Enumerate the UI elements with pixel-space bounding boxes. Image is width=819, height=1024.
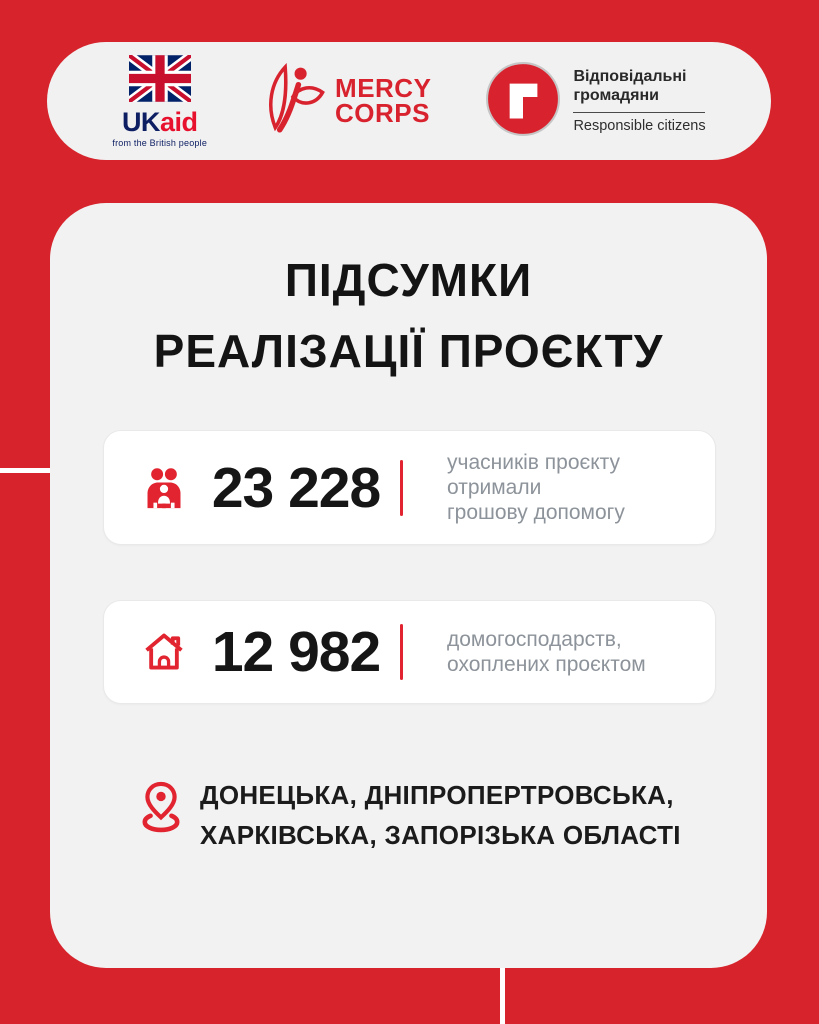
rc-name-line2: громадяни (573, 87, 659, 104)
responsible-citizens-name-en: Responsible citizens (573, 117, 706, 134)
house-icon (142, 630, 186, 674)
stat-desc-households: домогосподарств, охоплених проєктом (447, 627, 646, 677)
ukaid-wordmark: UKaid (121, 106, 198, 137)
ukaid-tagline: from the British people (112, 137, 208, 148)
rc-name-line1: Відповідальні (573, 68, 687, 86)
coverage-area: ДОНЕЦЬКА, ДНІПРОПЕРТРОВСЬКА, ХАРКІВСЬКА,… (138, 779, 681, 855)
map-pin-icon (138, 779, 184, 844)
logo-responsible-citizens: Відповідальні громадяни Responsible citi… (485, 61, 706, 142)
stat-desc-line: грошову допомогу (447, 501, 625, 524)
responsible-citizens-name-uk: Відповідальні громадяни (573, 68, 705, 106)
stat-desc-line: домогосподарств, (447, 628, 622, 651)
decor-line-bottom (500, 968, 505, 1024)
ukaid-uk-label: UK (121, 106, 161, 137)
stat-divider (400, 624, 403, 680)
stat-divider (400, 459, 403, 516)
mercy-corps-sprout-icon (261, 62, 327, 140)
mercy-corps-wordmark: MERCY CORPS (335, 73, 432, 128)
stat-value-participants: 23 228 (211, 455, 381, 520)
logo-pill: UKaid from the British people MERCY CORP… (47, 42, 771, 160)
decor-line-left (0, 468, 50, 473)
results-card: ПІДСУМКИ РЕАЛІЗАЦІЇ ПРОЄКТУ 23 228 учасн… (50, 203, 767, 968)
coverage-line2: ХАРКІВСЬКА, ЗАПОРІЗЬКА ОБЛАСТІ (200, 820, 681, 850)
title-line2: РЕАЛІЗАЦІЇ ПРОЄКТУ (153, 325, 664, 378)
responsible-citizens-mark-icon (485, 61, 561, 142)
mercy-corps-line2: CORPS (335, 98, 430, 128)
stat-desc-line: учасників проєкту (447, 451, 621, 474)
rc-divider-rule (573, 111, 706, 113)
stat-card-households: 12 982 домогосподарств, охоплених проєкт… (103, 600, 716, 704)
union-jack-flag-icon (125, 51, 194, 107)
coverage-area-text: ДОНЕЦЬКА, ДНІПРОПЕРТРОВСЬКА, ХАРКІВСЬКА,… (200, 775, 681, 855)
title-line1: ПІДСУМКИ (284, 254, 533, 306)
logo-ukaid: UKaid from the British people (112, 51, 208, 148)
logo-mercy-corps: MERCY CORPS (261, 62, 432, 140)
stat-value-households: 12 982 (211, 620, 381, 684)
stat-card-participants: 23 228 учасників проєкту отримали грошов… (103, 430, 716, 545)
family-icon (142, 466, 186, 510)
mercy-corps-line1: MERCY (335, 73, 432, 104)
ukaid-aid-label: aid (159, 106, 198, 137)
stat-desc-participants: учасників проєкту отримали грошову допом… (447, 450, 625, 525)
page-title: ПІДСУМКИ РЕАЛІЗАЦІЇ ПРОЄКТУ (50, 245, 767, 388)
stat-desc-line: отримали (447, 476, 542, 499)
stat-desc-line: охоплених проєктом (447, 653, 646, 676)
coverage-line1: ДОНЕЦЬКА, ДНІПРОПЕРТРОВСЬКА, (200, 780, 674, 810)
